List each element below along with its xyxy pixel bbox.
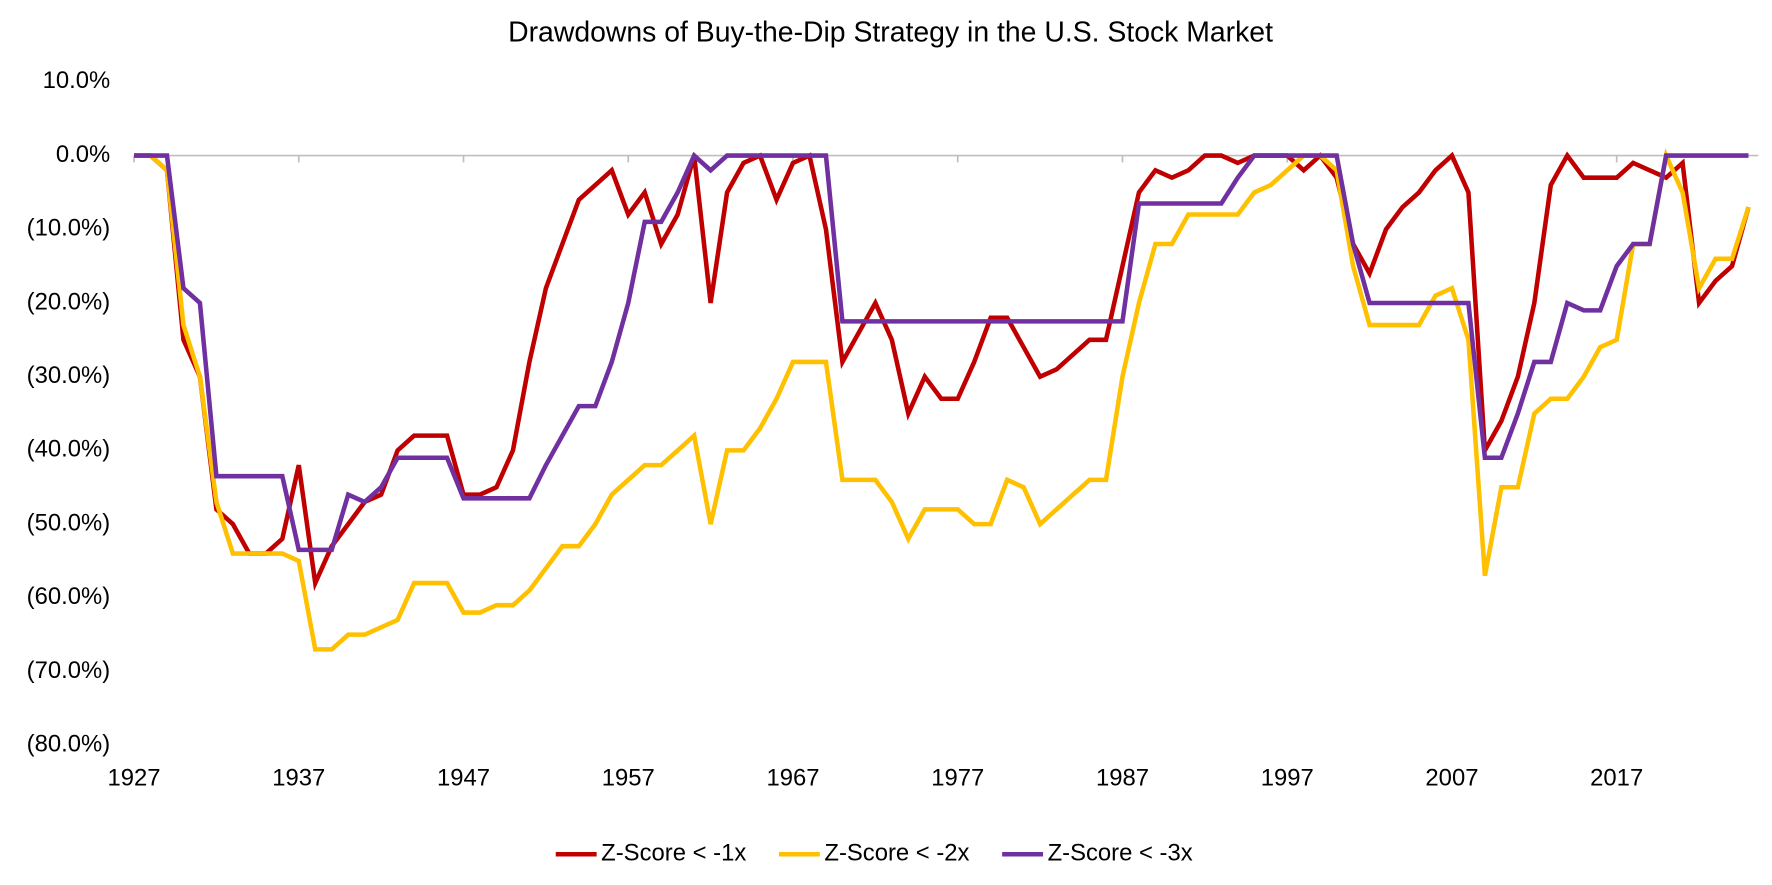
x-tick-label: 1967 [766,765,819,792]
x-tick-label: 1937 [272,765,325,792]
y-tick-label: 0.0% [56,141,110,168]
y-tick-label: (10.0%) [27,215,111,242]
y-tick-label: (20.0%) [27,288,111,315]
y-tick-label: (70.0%) [27,657,111,684]
legend-item: Z-Score < -3x [1002,840,1193,867]
x-tick-label: 2017 [1590,765,1643,792]
legend-item: Z-Score < -1x [555,840,746,867]
legend-item: Z-Score < -2x [778,840,970,867]
series-line [134,151,1749,553]
x-tick-label: 1987 [1096,765,1149,792]
legend-label: Z-Score < -1x [601,840,746,867]
x-tick-label: 1957 [602,765,655,792]
x-tick-label: 1977 [931,765,984,792]
x-tick-label: 1997 [1261,765,1314,792]
legend-label: Z-Score < -3x [1048,840,1193,867]
series-line [134,151,1751,592]
x-tick-label: 1927 [108,765,161,792]
series-line [134,147,1751,652]
y-tick-label: (30.0%) [27,362,111,389]
y-tick-label: (50.0%) [27,509,111,536]
y-tick-label: (40.0%) [27,436,111,463]
chart-title: Drawdowns of Buy-the-Dip Strategy in the… [508,17,1273,49]
x-tick-label: 1947 [437,765,490,792]
x-tick-label: 2007 [1425,765,1478,792]
y-tick-label: (60.0%) [27,583,111,610]
y-tick-label: 10.0% [43,67,111,94]
y-tick-label: (80.0%) [27,731,111,758]
legend-label: Z-Score < -2x [824,840,969,867]
